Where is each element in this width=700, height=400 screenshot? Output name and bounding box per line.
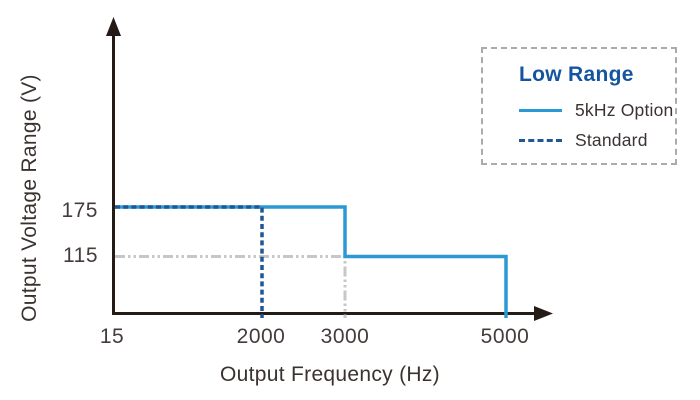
legend-item-standard: Standard [519, 129, 648, 151]
legend-line-sample-dashed-icon [519, 138, 562, 142]
x-tick-2000: 2000 [236, 325, 286, 348]
x-axis-label: Output Frequency (Hz) [220, 363, 440, 386]
x-tick-15: 15 [99, 325, 125, 348]
y-axis-arrow-icon [106, 17, 121, 36]
legend-line-sample-solid-icon [519, 108, 562, 112]
y-axis-label: Output Voltage Range (V) [18, 74, 41, 322]
y-tick-175: 175 [61, 199, 98, 222]
series-layer [115, 205, 508, 318]
series-115v-guide-line [115, 255, 347, 318]
legend-item-label: 5kHz Option [575, 99, 674, 120]
legend-item-label: Standard [575, 129, 648, 150]
legend: Low Range 5kHz Option Standard [481, 47, 677, 165]
legend-title: Low Range [519, 63, 634, 86]
y-tick-115: 115 [63, 244, 98, 267]
series-standard-line [115, 205, 264, 318]
x-axis-arrow-icon [534, 306, 553, 321]
x-tick-3000: 3000 [320, 325, 370, 348]
series-5khz-option-line [115, 205, 508, 318]
legend-item-5khz-option: 5kHz Option [519, 99, 674, 121]
x-tick-5000: 5000 [480, 325, 530, 348]
